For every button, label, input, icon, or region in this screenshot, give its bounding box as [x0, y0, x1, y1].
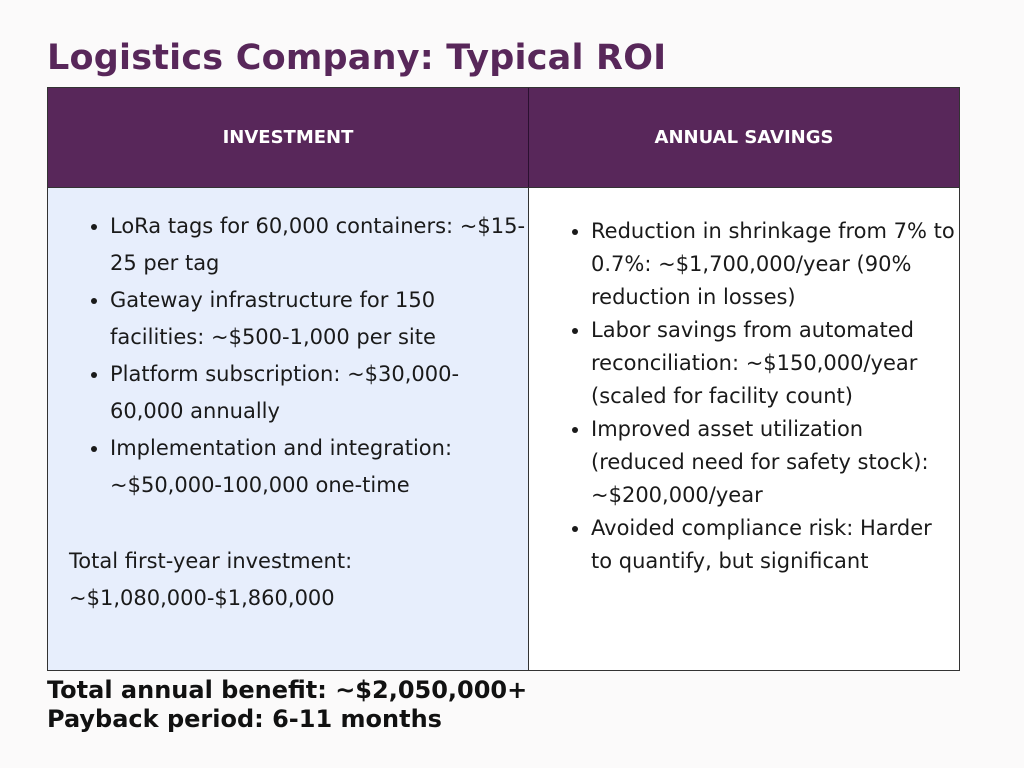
list-item: Avoided compliance risk: Harder to quant…: [591, 512, 959, 578]
total-annual-benefit: Total annual benefit: ~$2,050,000+: [47, 676, 528, 704]
roi-table: INVESTMENT ANNUAL SAVINGS LoRa tags for …: [47, 87, 960, 671]
total-investment: Total first-year investment: ~$1,080,000…: [69, 549, 353, 610]
investment-cell: LoRa tags for 60,000 containers: ~$15-25…: [48, 187, 529, 670]
list-item: Implementation and integration: ~$50,000…: [110, 430, 528, 504]
summary: Total annual benefit: ~$2,050,000+ Payba…: [47, 676, 527, 734]
list-item: LoRa tags for 60,000 containers: ~$15-25…: [110, 208, 528, 282]
investment-header: INVESTMENT: [48, 88, 529, 187]
savings-cell: Reduction in shrinkage from 7% to 0.7%: …: [529, 187, 959, 670]
list-item: Reduction in shrinkage from 7% to 0.7%: …: [591, 215, 959, 314]
list-item: Improved asset utilization (reduced need…: [591, 413, 959, 512]
savings-list: Reduction in shrinkage from 7% to 0.7%: …: [529, 188, 959, 578]
investment-list: LoRa tags for 60,000 containers: ~$15-25…: [48, 188, 528, 504]
payback-period: Payback period: 6-11 months: [47, 705, 442, 733]
list-item: Gateway infrastructure for 150 facilitie…: [110, 282, 528, 356]
annual-savings-header: ANNUAL SAVINGS: [529, 88, 959, 187]
list-item: Platform subscription: ~$30,000-60,000 a…: [110, 356, 528, 430]
page-title: Logistics Company: Typical ROI: [47, 38, 667, 78]
list-item: Labor savings from automated reconciliat…: [591, 314, 959, 413]
